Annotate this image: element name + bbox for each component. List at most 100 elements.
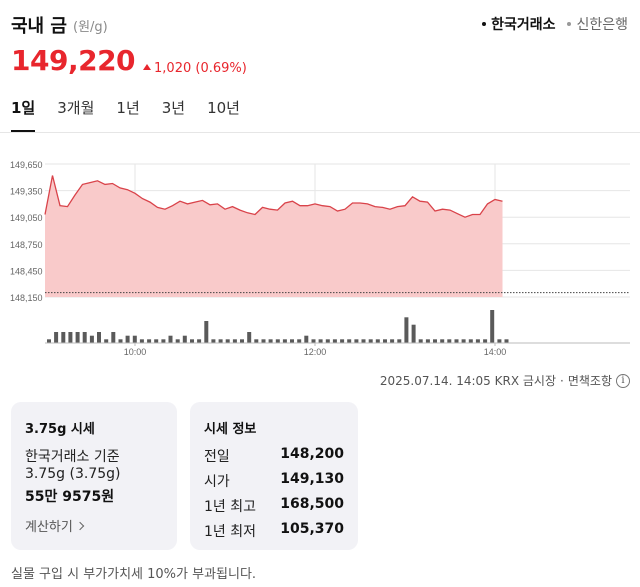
volume-bar [161, 339, 166, 343]
y-tick-label: 149,350 [10, 187, 43, 197]
info-value: 148,200 [280, 446, 344, 462]
current-price: 149,220 [11, 44, 136, 77]
up-triangle-icon [143, 64, 152, 70]
card-title: 3.75g 시세 [25, 422, 95, 437]
weight-label: 3.75g (3.75g) [25, 466, 121, 482]
source-label: 신한은행 [576, 17, 628, 33]
price-chart[interactable]: 149,650 149,350 149,050 148,750 148,450 148,1… [0, 150, 640, 365]
volume-bar [54, 332, 59, 343]
y-tick-label: 148,150 [10, 293, 43, 303]
price-area [45, 175, 503, 297]
volume-bar [247, 332, 252, 343]
volume-bar [182, 335, 187, 343]
calculate-link[interactable]: 계산하기 [25, 516, 85, 535]
volume-bar [447, 339, 452, 343]
volume-bar [390, 339, 395, 343]
volume-bar [468, 339, 473, 343]
volume-bar [490, 310, 495, 343]
x-tick-label: 10:00 [124, 347, 147, 357]
volume-bar [190, 339, 194, 343]
volume-bar [368, 339, 373, 343]
period-tabs: 1일 3개월 1년 3년 10년 [11, 97, 262, 132]
volume-bar [82, 332, 87, 343]
volume-bar [268, 339, 273, 343]
volume-bar [483, 339, 488, 343]
volume-bar [147, 339, 152, 343]
volume-bar [204, 321, 209, 343]
volume-bar [61, 332, 66, 343]
volume-bar [497, 339, 502, 343]
volume-bar [232, 339, 237, 343]
volume-bar [461, 339, 466, 343]
volume-bar [440, 339, 445, 343]
volume-bar [75, 332, 80, 343]
volume-bar [433, 339, 437, 343]
info-label: 1년 최고 [204, 499, 256, 515]
volume-bar [261, 339, 266, 343]
info-label: 전일 [204, 449, 230, 465]
volume-bar [383, 339, 387, 343]
volume-bar [504, 339, 509, 343]
y-tick-label: 149,650 [10, 160, 43, 170]
y-tick-label: 149,050 [10, 213, 43, 223]
volume-bar [332, 339, 337, 343]
info-row-prev-close: 전일 148,200 [204, 446, 344, 466]
volume-bar [275, 339, 280, 343]
volume-bar [397, 339, 402, 343]
tab-3m[interactable]: 3개월 [57, 99, 95, 117]
source-option-shinhan[interactable]: 신한은행 [567, 14, 628, 34]
info-value: 168,500 [280, 496, 344, 512]
tab-3y[interactable]: 3년 [161, 99, 186, 117]
source-selector: 한국거래소 신한은행 [482, 14, 628, 34]
volume-bar [311, 339, 316, 343]
y-tick-label: 148,750 [10, 240, 43, 250]
volume-bar [282, 339, 287, 343]
card-title: 시세 정보 [204, 422, 257, 437]
volume-bar [175, 339, 180, 343]
bullet-icon [482, 22, 487, 26]
tab-1d[interactable]: 1일 [11, 97, 36, 132]
source-label: 한국거래소 [491, 17, 556, 33]
volume-bar [104, 339, 109, 343]
volume-bar [354, 339, 359, 343]
disclaimer-link[interactable]: 면책조항 [567, 374, 612, 388]
header: 국내 금 (원/g) 한국거래소 신한은행 [11, 12, 628, 37]
volume-bar [225, 339, 230, 343]
x-tick-label: 12:00 [304, 347, 327, 357]
volume-bar [297, 339, 302, 343]
volume-bar [211, 339, 216, 343]
volume-bar [418, 339, 423, 343]
volume-bar [375, 339, 380, 343]
info-value: 149,130 [280, 471, 344, 487]
x-tick-label: 14:00 [484, 347, 507, 357]
volume-bar [218, 339, 223, 343]
volume-bar [304, 335, 309, 343]
price-change-value: 1,020 (0.69%) [154, 60, 247, 76]
volume-bar [68, 332, 73, 343]
vat-notice: 실물 구입 시 부가가치세 10%가 부과됩니다. [11, 567, 257, 582]
unit-label: (원/g) [73, 20, 108, 35]
volume-bar [111, 332, 116, 343]
volume-bar [125, 335, 130, 343]
volume-bar [168, 335, 173, 343]
price-info-card: 시세 정보 전일 148,200 시가 149,130 1년 최고 168,50… [190, 402, 358, 550]
volume-bar [240, 339, 244, 343]
volume-bar [118, 339, 123, 343]
tab-10y[interactable]: 10년 [207, 99, 240, 117]
volume-bar [475, 339, 480, 343]
volume-bar [411, 324, 416, 343]
tab-1y[interactable]: 1년 [116, 99, 140, 117]
bullet-icon [567, 22, 572, 26]
source-option-krx[interactable]: 한국거래소 [482, 14, 555, 34]
price-line [44, 175, 503, 218]
info-icon[interactable]: i [616, 373, 630, 388]
volume-bar [454, 339, 459, 343]
volume-bar [97, 332, 101, 343]
info-label: 1년 최저 [204, 524, 256, 540]
volume-bar [318, 339, 323, 343]
info-row-open: 시가 149,130 [204, 471, 344, 491]
price-krw: 55만 9575원 [25, 489, 115, 505]
chevron-right-icon [75, 521, 85, 530]
volume-bar [347, 339, 352, 343]
volume-bar [154, 339, 159, 343]
